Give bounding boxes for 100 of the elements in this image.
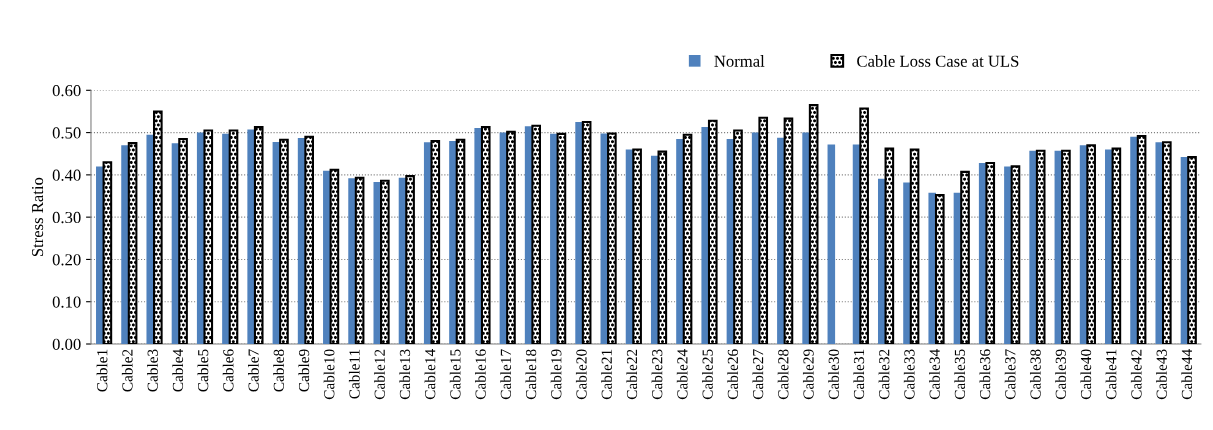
x-tick-label: Cable2 — [121, 349, 133, 392]
bar — [455, 138, 466, 344]
x-tick-label: Cable16 — [475, 349, 486, 400]
bar — [859, 107, 869, 344]
bar — [707, 119, 718, 344]
x-tick-label: Cable44 — [1181, 349, 1193, 400]
x-tick-label: Cable15 — [449, 349, 461, 400]
x-tick-label: Cable4 — [172, 349, 184, 392]
bar — [531, 124, 542, 344]
x-tick-label: Cable21 — [601, 349, 612, 400]
bar — [96, 166, 104, 344]
x-tick-label: Cable14 — [424, 349, 436, 400]
bar — [802, 132, 810, 344]
x-tick-label: Cable27 — [752, 349, 764, 400]
bar — [1105, 149, 1113, 344]
bar — [632, 148, 642, 344]
bar — [348, 178, 356, 344]
bar — [1029, 150, 1037, 344]
bar — [121, 145, 129, 344]
bar — [1061, 149, 1071, 344]
bar — [607, 132, 617, 344]
x-tick-label: Cable34 — [929, 349, 940, 400]
x-tick-label: Cable24 — [676, 349, 688, 400]
legend-label: Cable Loss Case at ULS — [857, 55, 1019, 67]
x-tick-label: Cable11 — [348, 349, 360, 399]
x-tick-label: Cable39 — [1055, 349, 1066, 400]
x-tick-label: Cable33 — [903, 349, 915, 400]
x-tick-label: Cable9 — [298, 349, 310, 392]
x-tick-label: Cable43 — [1156, 349, 1167, 400]
bar — [430, 140, 441, 344]
y-tick-label: 0.40 — [52, 169, 81, 181]
x-tick-label: Cable36 — [979, 349, 991, 400]
bar — [380, 179, 390, 344]
bar — [928, 192, 937, 344]
x-tick-label: Cable6 — [222, 349, 234, 392]
x-tick-label: Cable13 — [399, 349, 411, 400]
x-tick-label: Cable12 — [374, 349, 385, 400]
bar — [253, 126, 264, 344]
bar — [808, 104, 819, 344]
x-tick-label: Cable5 — [197, 349, 209, 392]
y-tick-label: 0.30 — [52, 211, 81, 224]
bar — [1136, 134, 1147, 344]
x-tick-label: Cable18 — [525, 349, 537, 400]
x-tick-label: Cable10 — [323, 349, 335, 400]
x-tick-label: Cable20 — [575, 349, 587, 400]
y-tick-label: 0.20 — [52, 254, 81, 266]
bar — [203, 129, 214, 344]
bar — [1187, 156, 1197, 344]
y-tick-label: 0.00 — [52, 338, 81, 351]
bar — [960, 170, 970, 344]
bar — [449, 141, 457, 344]
x-tick-label: Cable17 — [500, 349, 512, 400]
x-tick-label: Cable31 — [853, 349, 865, 400]
x-tick-label: Cable1 — [96, 349, 108, 392]
bar — [575, 122, 583, 344]
y-tick-label: 0.50 — [52, 127, 81, 139]
x-tick-label: Cable41 — [1105, 349, 1117, 400]
bar — [1035, 149, 1046, 344]
bar — [102, 161, 113, 344]
bar — [228, 129, 239, 344]
bar — [323, 170, 331, 344]
x-tick-label: Cable26 — [727, 349, 739, 400]
bar — [222, 133, 230, 344]
bar — [733, 129, 743, 344]
bar — [146, 134, 155, 344]
bar — [777, 137, 785, 344]
bar — [480, 126, 491, 344]
bar — [178, 137, 188, 344]
bar — [783, 117, 794, 344]
x-tick-label: Cable32 — [878, 349, 890, 400]
bar — [827, 144, 836, 344]
bar — [1004, 166, 1012, 344]
bar — [1010, 165, 1021, 344]
bar — [934, 194, 945, 344]
x-tick-label: Cable3 — [147, 349, 158, 392]
bar — [903, 182, 911, 344]
bar — [247, 129, 255, 344]
legend-label: Normal — [714, 55, 765, 67]
bar — [676, 138, 684, 344]
x-tick-label: Cable35 — [954, 349, 966, 400]
x-tick-label: Cable19 — [550, 349, 562, 400]
bar — [1130, 136, 1138, 344]
bar — [909, 148, 920, 344]
x-tick-label: Cable30 — [828, 349, 839, 400]
bar — [657, 150, 668, 344]
x-tick-label: Cable23 — [651, 349, 663, 400]
x-tick-label: Cable38 — [1029, 349, 1041, 400]
x-tick-label: Cable42 — [1130, 349, 1142, 400]
bar — [354, 176, 365, 344]
y-tick-label: 0.10 — [52, 296, 81, 308]
x-tick-label: Cable40 — [1080, 349, 1092, 400]
x-tick-label: Cable29 — [802, 349, 814, 400]
x-tick-label: Cable28 — [777, 349, 789, 400]
bar — [279, 138, 289, 344]
bar — [884, 147, 895, 344]
bar — [985, 161, 996, 344]
bar — [1161, 141, 1172, 344]
bar — [758, 116, 769, 344]
bar — [581, 120, 592, 344]
bar — [701, 127, 709, 344]
